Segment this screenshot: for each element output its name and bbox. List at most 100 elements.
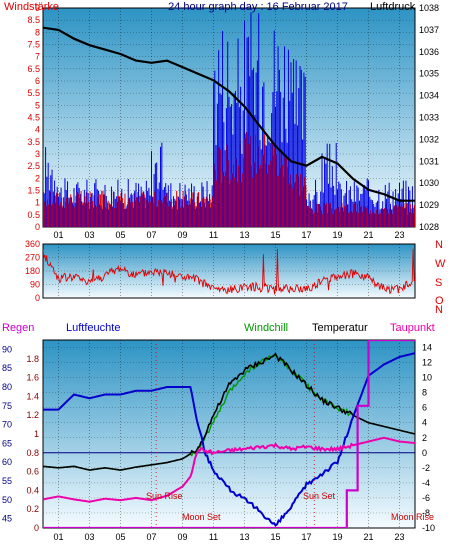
pressure-axis-title: Luftdruck: [370, 1, 416, 13]
rain-tick-label: 0: [34, 523, 39, 533]
p3-hour-label-01: 01: [53, 532, 63, 542]
temp-tick-label: 6: [422, 403, 427, 413]
sun-set-label: Sun Set: [303, 491, 336, 501]
wind-pressure-series: [43, 12, 415, 227]
direction-tick-label: 360: [25, 239, 40, 249]
wind-pressure-ticks: 0 0.5 1 1.5 2 2.5 3 3.5 4 4.5 5 5.5 6 6.5 7 7.5 8 8.5 9 102…: [27, 3, 439, 240]
wind-tick-label: 2.5: [27, 161, 40, 171]
pressure-tick-label: 1035: [419, 69, 439, 79]
humidity-tick-label: 90: [2, 344, 12, 354]
p3-hour-label-07: 07: [146, 532, 156, 542]
climate-ticks: -10 -8 -6 -4 -2 0 2 4 6 8 10 12 14 0 0.2 0.4 0.6 0.8 1 1.2 1…: [2, 343, 435, 542]
p3-hour-label-21: 21: [363, 532, 373, 542]
p1-hour-label-17: 17: [301, 230, 311, 240]
p1-hour-label-23: 23: [394, 230, 404, 240]
wind-tick-label: 3.5: [27, 137, 40, 147]
compass-label-N: N: [435, 304, 443, 316]
temp-tick-label: -6: [422, 493, 430, 503]
pressure-tick-label: 1029: [419, 200, 439, 210]
taupunkt-line: [43, 436, 415, 503]
humidity-tick-label: 75: [2, 401, 12, 411]
wind-tick-label: 8: [35, 27, 40, 37]
p1-hour-label-13: 13: [239, 230, 249, 240]
moon-set-label: Moon Set: [182, 512, 221, 522]
pressure-tick-label: 1037: [419, 25, 439, 35]
humidity-tick-label: 50: [2, 495, 12, 505]
regen-line: [43, 340, 415, 528]
p3-hour-label-05: 05: [115, 532, 125, 542]
wind-tick-label: 7.5: [27, 40, 40, 50]
rain-tick-label: 0.6: [26, 467, 39, 477]
p3-hour-label-17: 17: [301, 532, 311, 542]
direction-tick-label: 90: [30, 280, 40, 290]
wind-direction-series: [43, 248, 415, 295]
rain-tick-label: 1: [34, 429, 39, 439]
pressure-tick-label: 1030: [419, 178, 439, 188]
humidity-tick-label: 45: [2, 514, 12, 524]
temp-tick-label: 2: [422, 433, 427, 443]
temperature-legend: Temperatur: [312, 322, 368, 334]
rain-axis-title: Regen: [2, 322, 34, 334]
rain-tick-label: 1.6: [26, 373, 39, 383]
temp-tick-label: -10: [422, 523, 435, 533]
rain-tick-label: 1.8: [26, 354, 39, 364]
temp-tick-label: 12: [422, 358, 432, 368]
p1-hour-label-19: 19: [332, 230, 342, 240]
climate-plot-area: [42, 339, 416, 529]
p1-hour-label-05: 05: [115, 230, 125, 240]
rain-tick-label: 1.4: [26, 391, 39, 401]
humidity-tick-label: 55: [2, 476, 12, 486]
wind-tick-label: 5.5: [27, 88, 40, 98]
p3-hour-label-15: 15: [270, 532, 280, 542]
wind-tick-label: 1: [35, 198, 40, 208]
temp-tick-label: 4: [422, 418, 427, 428]
p1-hour-label-15: 15: [270, 230, 280, 240]
temp-tick-label: 8: [422, 388, 427, 398]
wind-tick-label: 0.5: [27, 210, 40, 220]
humidity-tick-label: 65: [2, 438, 12, 448]
moon-rise-label: Moon Rise: [391, 512, 434, 522]
climate-series: [43, 340, 415, 528]
direction-tick-label: 270: [25, 253, 40, 263]
p1-hour-label-01: 01: [53, 230, 63, 240]
direction-tick-label: 0: [35, 293, 40, 303]
temp-tick-label: -2: [422, 463, 430, 473]
direction-tick-label: 180: [25, 266, 40, 276]
wind-tick-label: 6.5: [27, 64, 40, 74]
p3-hour-label-19: 19: [332, 532, 342, 542]
rain-tick-label: 0.4: [26, 485, 39, 495]
humidity-axis-title: Luftfeuchte: [66, 322, 120, 334]
p1-hour-label-09: 09: [177, 230, 187, 240]
p1-hour-label-21: 21: [363, 230, 373, 240]
pressure-tick-label: 1033: [419, 113, 439, 123]
compass-label-W: W: [435, 258, 446, 270]
humidity-tick-label: 80: [2, 382, 12, 392]
wind-tick-label: 2: [35, 173, 40, 183]
compass-label-N: N: [435, 239, 443, 251]
humidity-tick-label: 70: [2, 420, 12, 430]
p1-hour-label-11: 11: [209, 230, 218, 240]
wind-tick-label: 6: [35, 76, 40, 86]
rain-tick-label: 0.8: [26, 448, 39, 458]
p3-hour-label-13: 13: [239, 532, 249, 542]
pressure-tick-label: 1028: [419, 222, 439, 232]
p3-hour-label-09: 09: [177, 532, 187, 542]
pressure-line: [43, 26, 415, 202]
sun-rise-label: Sun Rise: [146, 491, 183, 501]
wind-tick-label: 9: [35, 3, 40, 13]
wind-tick-label: 1.5: [27, 186, 40, 196]
wind-axis-title: Windstärke: [4, 1, 59, 13]
p1-hour-label-03: 03: [84, 230, 94, 240]
pressure-tick-label: 1036: [419, 47, 439, 57]
wind-tick-label: 4.5: [27, 113, 40, 123]
luftfeuchte-line: [43, 352, 415, 527]
rain-tick-label: 1.2: [26, 410, 39, 420]
pressure-tick-label: 1032: [419, 134, 439, 144]
pressure-tick-label: 1034: [419, 91, 439, 101]
temp-tick-label: 0: [422, 448, 427, 458]
wind-tick-label: 4: [35, 125, 40, 135]
temp-tick-label: 10: [422, 373, 432, 383]
rain-tick-label: 0.2: [26, 504, 39, 514]
wind-tick-label: 5: [35, 100, 40, 110]
